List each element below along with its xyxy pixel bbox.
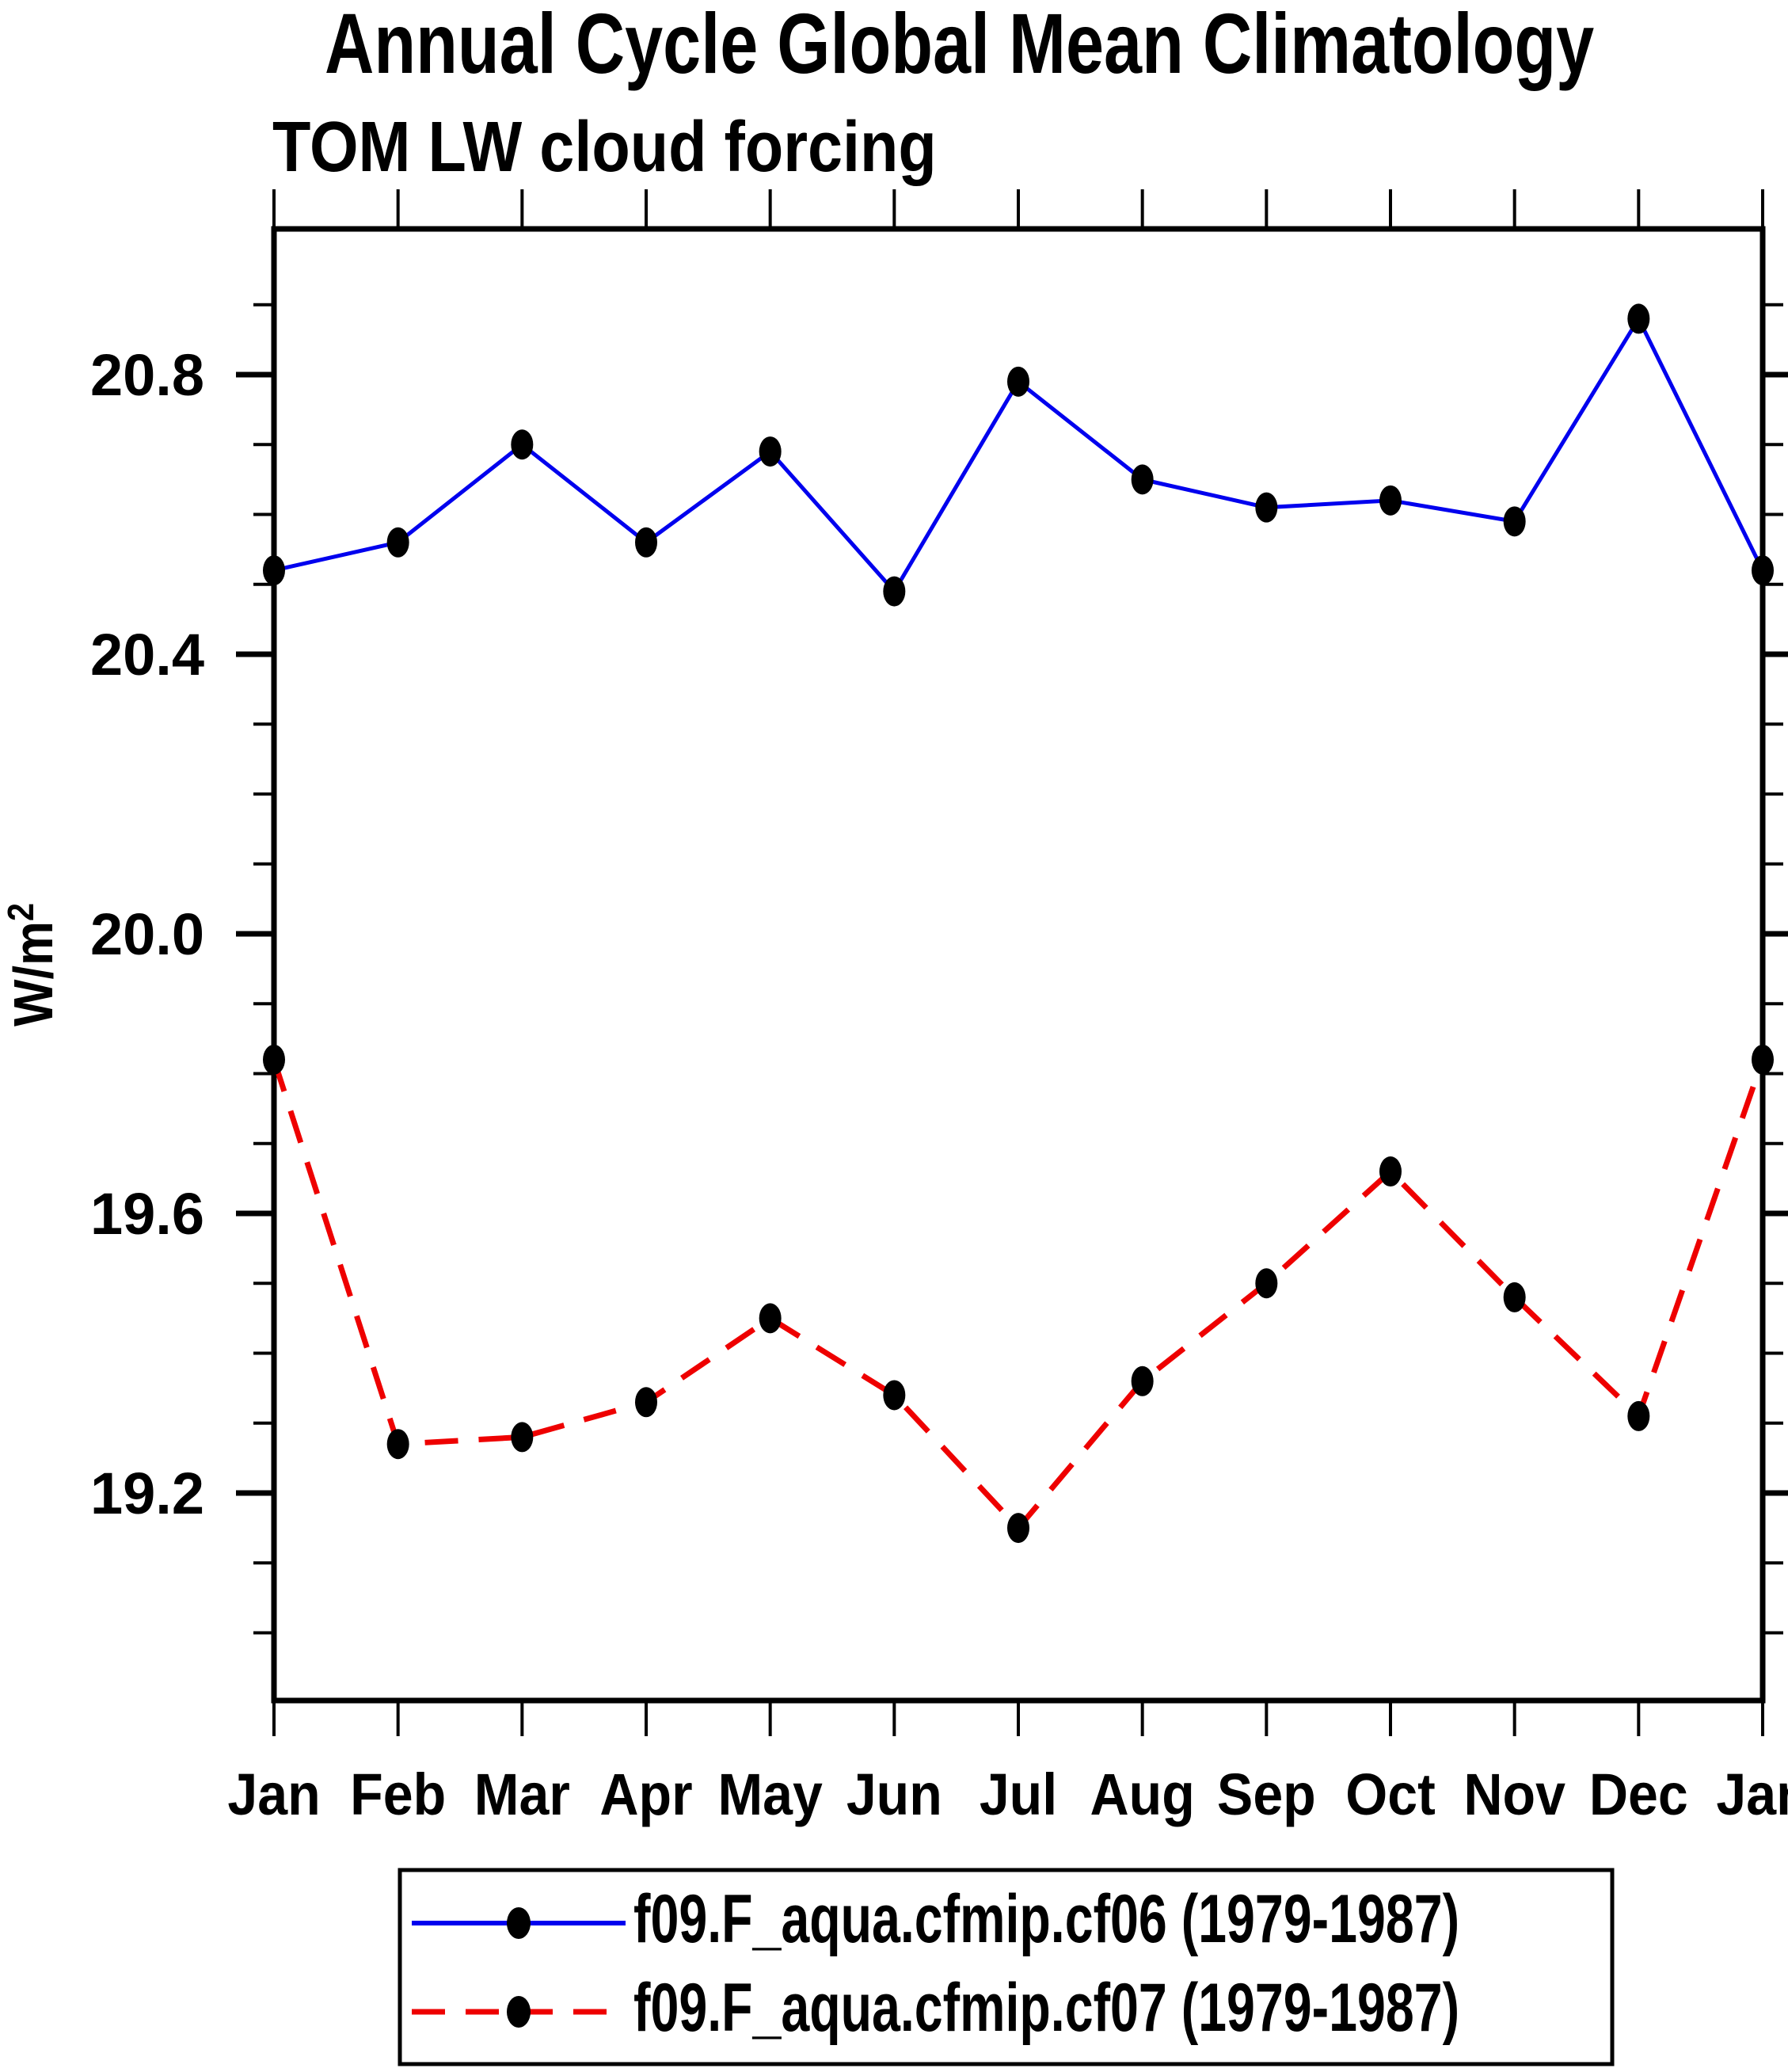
- x-tick-label: May: [717, 1762, 823, 1827]
- x-tick-label: Mar: [474, 1762, 570, 1827]
- data-point-marker: [1503, 1282, 1526, 1312]
- data-point-marker: [263, 1044, 285, 1075]
- x-tick-label: Jan: [227, 1762, 320, 1827]
- series-line-0: [273, 314, 1765, 595]
- data-point-marker: [1752, 1044, 1774, 1075]
- data-point-marker: [511, 429, 534, 460]
- legend: f09.F_aqua.cfmip.cf06 (1979-1987) f09.F_…: [398, 1868, 1615, 2066]
- y-axis-label: W/m2: [1, 903, 65, 1026]
- data-point-marker: [1752, 555, 1774, 586]
- data-point-marker: [1255, 492, 1278, 523]
- data-point-marker: [1131, 464, 1154, 495]
- data-point-marker: [386, 1429, 409, 1460]
- data-point-marker: [511, 1422, 534, 1453]
- legend-label-cf06: f09.F_aqua.cfmip.cf06 (1979-1987): [633, 1881, 1459, 1957]
- legend-entry-cf06: f09.F_aqua.cfmip.cf06 (1979-1987): [412, 1881, 1459, 1957]
- chart-title: Annual Cycle Global Mean Climatology: [325, 0, 1594, 91]
- data-point-marker: [1131, 1365, 1154, 1396]
- data-point-marker: [1007, 366, 1029, 397]
- data-point-marker: [1627, 1400, 1650, 1431]
- data-point-marker: [386, 527, 409, 558]
- legend-entry-cf07: f09.F_aqua.cfmip.cf07 (1979-1987): [412, 1970, 1459, 2046]
- x-tick-label: Feb: [350, 1762, 446, 1827]
- series-line-1: [271, 1058, 1766, 1533]
- x-tick-label: Jan: [1716, 1762, 1788, 1827]
- data-point-marker: [635, 1387, 657, 1418]
- x-tick-label: Oct: [1345, 1762, 1435, 1827]
- x-tick-label: Nov: [1463, 1762, 1565, 1827]
- legend-label-cf07: f09.F_aqua.cfmip.cf07 (1979-1987): [633, 1970, 1459, 2046]
- y-tick-label: 20.8: [90, 342, 204, 408]
- y-tick-label: 19.6: [90, 1181, 204, 1247]
- chart-subtitle: TOM LW cloud forcing: [272, 106, 937, 186]
- x-tick-label: Jul: [980, 1762, 1057, 1827]
- y-tick-label: 19.2: [90, 1461, 204, 1526]
- y-tick-label: 20.0: [90, 901, 204, 967]
- plot-area: Jan Feb Mar Apr May Jun Jul Aug Sep Oct Nov Dec Jan 2…: [90, 189, 1788, 1828]
- data-point-marker: [759, 1303, 782, 1334]
- data-point-marker: [1379, 485, 1402, 516]
- data-point-marker: [1007, 1513, 1029, 1544]
- data-point-marker: [635, 527, 657, 558]
- x-tick-label: Jun: [846, 1762, 942, 1827]
- x-tick-label: Apr: [599, 1762, 692, 1827]
- data-point-marker: [1627, 303, 1650, 334]
- data-point-marker: [883, 576, 906, 607]
- x-tick-label: Dec: [1589, 1762, 1688, 1827]
- y-tick-label: 20.4: [90, 622, 204, 687]
- x-tick-label: Aug: [1090, 1762, 1195, 1827]
- legend-box: [398, 1868, 1615, 2066]
- data-point-marker: [263, 555, 285, 586]
- x-tick-label: Sep: [1217, 1762, 1316, 1827]
- plot-frame: [271, 226, 1766, 1704]
- data-point-marker: [1503, 506, 1526, 537]
- data-point-marker: [759, 436, 782, 467]
- data-point-marker: [1255, 1268, 1278, 1299]
- legend-marker-cf07: [507, 1996, 531, 2028]
- legend-marker-cf06: [507, 1907, 531, 1939]
- data-point-marker: [1379, 1156, 1402, 1187]
- data-point-marker: [883, 1380, 906, 1411]
